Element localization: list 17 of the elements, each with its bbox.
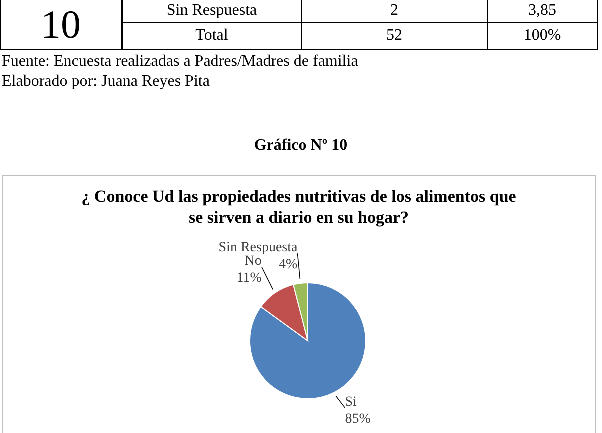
text: Sin Respuesta [122,0,302,22]
text: 2 [302,0,488,22]
text: 52 [302,22,488,50]
slice-label: No [244,254,262,270]
text: 10 [0,0,122,50]
source-note: Fuente: Encuesta realizadas a Padres/Madres de familia [2,52,358,72]
text: 3,85 [488,0,598,22]
text: Elaborado por: Juana Reyes Pita [2,72,211,92]
data-label: 85% [345,412,372,428]
slice-label: Sin Respuesta [218,240,298,256]
data-label: 11% [236,271,262,286]
chart-title: ¿ Conoce Ud las propiedades nutritivas de los alimentos que se sirven a diario en su hogar? [80,186,518,228]
text: 100% [488,22,598,50]
text: Gráfico Nº 10 [253,137,349,155]
data-label: 4% [279,258,298,273]
text: Total [122,22,302,50]
slice-label: Si [345,395,358,410]
